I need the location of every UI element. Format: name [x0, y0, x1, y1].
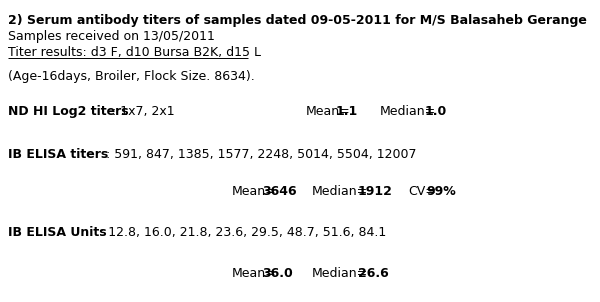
Text: 1912: 1912	[358, 185, 393, 198]
Text: Samples received on 13/05/2011: Samples received on 13/05/2011	[8, 30, 215, 43]
Text: CV=: CV=	[408, 185, 436, 198]
Text: 1.0: 1.0	[425, 105, 447, 118]
Text: Median=: Median=	[380, 105, 436, 118]
Text: ND HI Log2 titers: ND HI Log2 titers	[8, 105, 128, 118]
Text: Titer results: d3 F, d10 Bursa B2K, d15 L: Titer results: d3 F, d10 Bursa B2K, d15 …	[8, 46, 261, 59]
Text: IB ELISA Units: IB ELISA Units	[8, 226, 107, 239]
Text: 99%: 99%	[426, 185, 456, 198]
Text: 36.0: 36.0	[262, 267, 293, 280]
Text: 1.1: 1.1	[336, 105, 358, 118]
Text: 3646: 3646	[262, 185, 296, 198]
Text: Median=: Median=	[312, 267, 368, 280]
Text: Mean=: Mean=	[232, 185, 277, 198]
Text: : 591, 847, 1385, 1577, 2248, 5014, 5504, 12007: : 591, 847, 1385, 1577, 2248, 5014, 5504…	[106, 148, 416, 161]
Text: Mean=: Mean=	[232, 267, 277, 280]
Text: 2) Serum antibody titers of samples dated 09-05-2011 for M/S Balasaheb Gerange: 2) Serum antibody titers of samples date…	[8, 14, 587, 27]
Text: (Age-16days, Broiler, Flock Size. 8634).: (Age-16days, Broiler, Flock Size. 8634).	[8, 70, 255, 83]
Text: : 1x7, 2x1: : 1x7, 2x1	[112, 105, 175, 118]
Text: : 12.8, 16.0, 21.8, 23.6, 29.5, 48.7, 51.6, 84.1: : 12.8, 16.0, 21.8, 23.6, 29.5, 48.7, 51…	[100, 226, 386, 239]
Text: Mean=: Mean=	[306, 105, 351, 118]
Text: Median=: Median=	[312, 185, 368, 198]
Text: 26.6: 26.6	[358, 267, 389, 280]
Text: IB ELISA titers: IB ELISA titers	[8, 148, 108, 161]
